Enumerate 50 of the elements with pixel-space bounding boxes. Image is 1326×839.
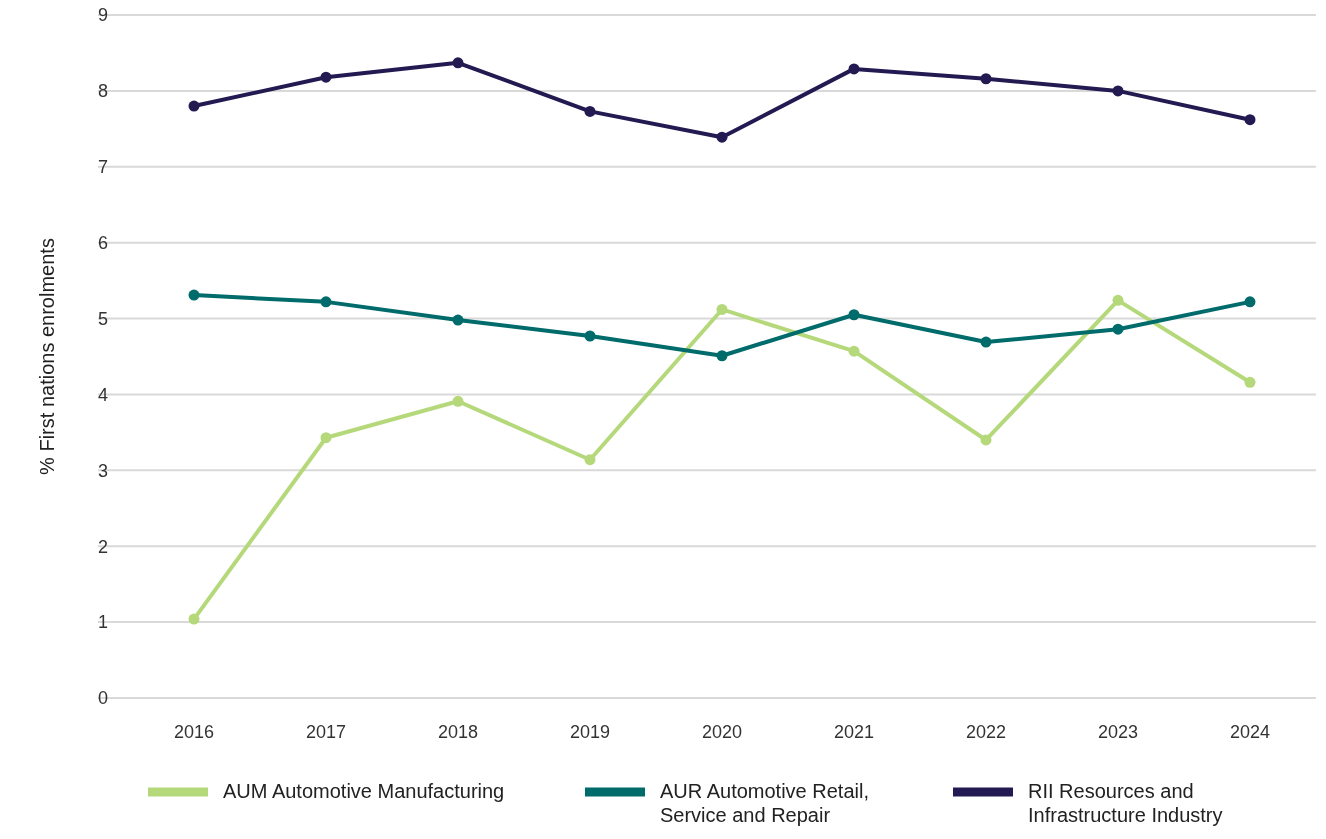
point bbox=[320, 432, 332, 444]
y-tick-label: 9 bbox=[97, 5, 108, 26]
point bbox=[584, 330, 596, 342]
y-tick-label: 7 bbox=[97, 157, 108, 178]
y-tick-label: 4 bbox=[97, 384, 108, 405]
point bbox=[980, 73, 992, 85]
x-tick-label: 2017 bbox=[305, 722, 347, 742]
y-tick-label: 0 bbox=[97, 688, 108, 709]
point bbox=[1112, 294, 1124, 306]
point bbox=[848, 345, 860, 357]
point bbox=[320, 296, 332, 308]
x-tick-label: 2023 bbox=[1097, 722, 1139, 742]
x-tick-label: 2024 bbox=[1229, 722, 1271, 742]
y-tick-label: 2 bbox=[97, 536, 108, 557]
legend-label: AUM Automotive Manufacturing bbox=[223, 780, 505, 802]
point bbox=[1244, 376, 1256, 388]
point bbox=[1112, 323, 1124, 335]
y-axis-title: % First nations enrolments bbox=[36, 238, 58, 475]
point bbox=[848, 309, 860, 321]
point bbox=[980, 434, 992, 446]
y-tick-label: 6 bbox=[97, 232, 108, 253]
point bbox=[848, 63, 860, 75]
x-tick-label: 2019 bbox=[569, 722, 611, 742]
point bbox=[1244, 296, 1256, 308]
legend-label: RII Resources and Infrastructure Industry bbox=[1028, 780, 1223, 826]
y-tick-label: 8 bbox=[97, 81, 108, 102]
point bbox=[320, 71, 332, 83]
point bbox=[716, 303, 728, 315]
point bbox=[716, 131, 728, 143]
x-tick-label: 2018 bbox=[437, 722, 479, 742]
point bbox=[1244, 114, 1256, 126]
point bbox=[1112, 85, 1124, 97]
point bbox=[188, 100, 200, 112]
x-tick-label: 2021 bbox=[833, 722, 875, 742]
y-tick-label: 3 bbox=[97, 460, 108, 481]
x-tick-label: 2022 bbox=[965, 722, 1007, 742]
point bbox=[584, 105, 596, 117]
point bbox=[188, 613, 200, 625]
x-tick-label: 2016 bbox=[173, 722, 215, 742]
point bbox=[452, 395, 464, 407]
point bbox=[716, 350, 728, 362]
point bbox=[188, 289, 200, 301]
point bbox=[452, 314, 464, 326]
point bbox=[980, 336, 992, 348]
legend-label: AUR Automotive Retail, Service and Repair bbox=[660, 780, 869, 826]
point bbox=[452, 57, 464, 69]
y-tick-label: 5 bbox=[97, 308, 108, 329]
y-tick-label: 1 bbox=[97, 612, 108, 633]
point bbox=[584, 454, 596, 466]
x-tick-label: 2020 bbox=[701, 722, 743, 742]
